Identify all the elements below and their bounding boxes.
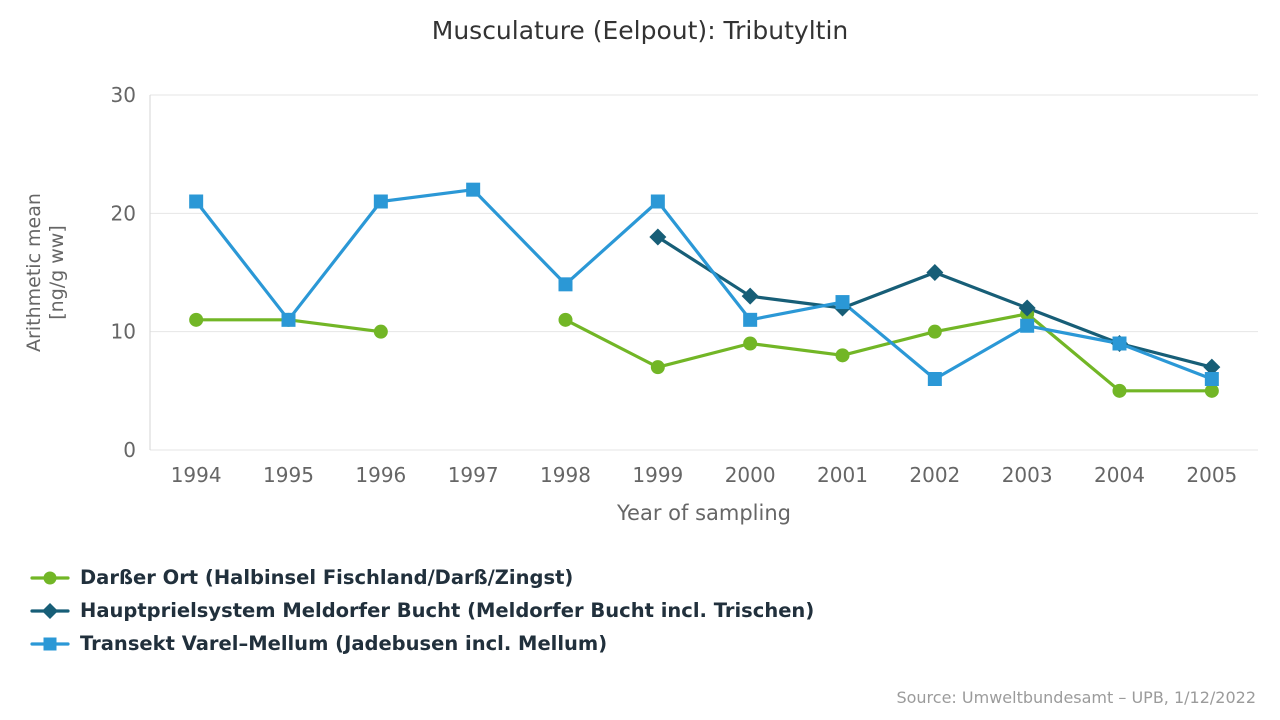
square-marker [743, 312, 758, 327]
legend-label: Transekt Varel–Mellum (Jadebusen incl. M… [80, 632, 608, 655]
legend-item[interactable]: Transekt Varel–Mellum (Jadebusen incl. M… [30, 632, 814, 655]
x-tick-label: 2003 [1002, 463, 1053, 487]
y-tick-label: 20 [111, 201, 136, 225]
diamond-marker [1018, 299, 1036, 317]
circle-legend-marker-icon [30, 571, 70, 584]
x-tick-label: 1996 [355, 463, 406, 487]
square-marker [835, 295, 850, 310]
circle-marker [558, 312, 573, 327]
circle-marker [189, 312, 204, 327]
y-tick-label: 10 [111, 320, 136, 344]
series-line [194, 188, 1214, 381]
circle-marker [650, 360, 665, 375]
x-tick-label: 1994 [171, 463, 222, 487]
line-chart: 0 10 20 30 1994 1995 1996 1997 1998 1999 2000 2001 2… [23, 83, 1258, 525]
y-tick-label: 0 [123, 438, 136, 462]
y-axis-title: Arithmetic mean[ng/g ww] [23, 193, 68, 352]
square-legend-marker-icon [30, 637, 70, 650]
source-text: Source: Umweltbundesamt – UPB, 1/12/2022 [896, 688, 1256, 707]
legend-label: Darßer Ort (Halbinsel Fischland/Darß/Zin… [80, 566, 574, 589]
chart-legend: Darßer Ort (Halbinsel Fischland/Darß/Zin… [30, 566, 814, 655]
square-marker [189, 194, 204, 209]
square-marker [1112, 336, 1127, 351]
diamond-marker [741, 287, 759, 305]
diamond-legend-marker-icon [30, 602, 70, 619]
circle-marker [927, 324, 942, 339]
square-marker [1204, 372, 1219, 386]
series-line [194, 312, 1214, 393]
x-tick-label: 1997 [448, 463, 499, 487]
circle-marker [373, 324, 388, 339]
diamond-marker [42, 602, 58, 619]
diamond-marker [926, 264, 944, 281]
square-marker [558, 277, 573, 292]
x-tick-label: 1998 [540, 463, 591, 487]
chart-title: Musculature (Eelpout): Tributyltin [431, 16, 849, 45]
circle-marker [43, 571, 57, 584]
circle-marker [835, 348, 850, 363]
square-marker [650, 194, 665, 209]
circle-marker [1204, 383, 1219, 398]
x-tick-label: 2004 [1094, 463, 1145, 487]
diamond-marker [649, 228, 667, 246]
legend-label: Hauptprielsystem Meldorfer Bucht (Meldor… [80, 599, 815, 622]
square-marker [466, 182, 481, 197]
square-marker [373, 194, 388, 209]
square-marker [1020, 318, 1035, 333]
y-tick-label: 30 [111, 83, 136, 107]
circle-marker [743, 336, 758, 351]
square-marker [281, 312, 296, 327]
x-tick-label: 1995 [263, 463, 314, 487]
x-tick-label: 2002 [909, 463, 960, 487]
x-tick-label: 2005 [1186, 463, 1237, 487]
x-tick-label: 2001 [817, 463, 868, 487]
square-marker [927, 372, 942, 386]
x-tick-label: 2000 [725, 463, 776, 487]
circle-marker [1112, 383, 1127, 398]
x-axis-title: Year of sampling [616, 501, 791, 525]
square-marker [43, 637, 57, 650]
legend-item[interactable]: Hauptprielsystem Meldorfer Bucht (Meldor… [30, 599, 814, 622]
diamond-marker [1203, 358, 1221, 376]
x-tick-label: 1999 [632, 463, 683, 487]
legend-item[interactable]: Darßer Ort (Halbinsel Fischland/Darß/Zin… [30, 566, 814, 589]
